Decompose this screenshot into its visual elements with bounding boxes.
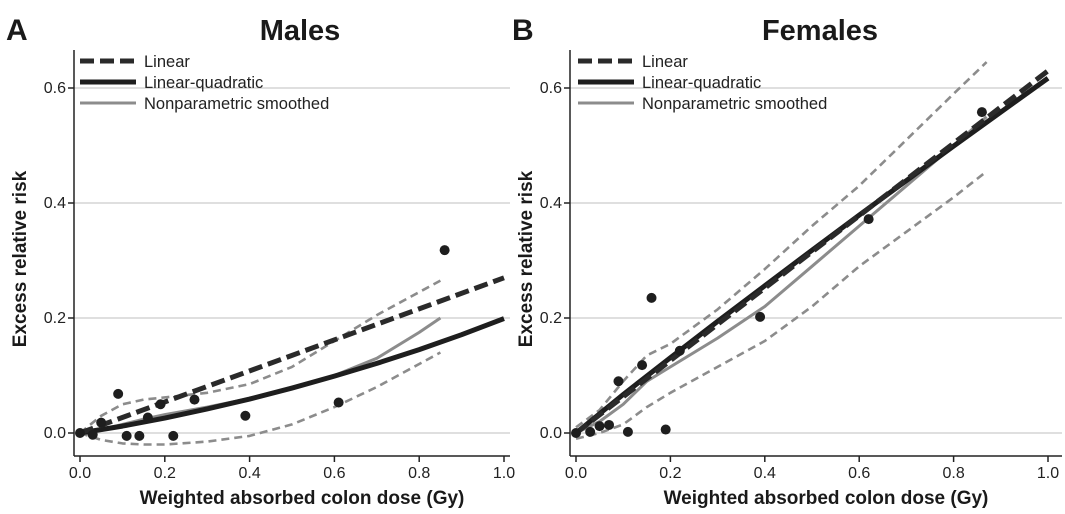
x-tick-label: 1.0 [493,465,515,482]
legend-label: Linear-quadratic [144,74,263,92]
data-point [134,430,145,441]
data-point [674,345,685,356]
confidence-band-line [575,61,988,429]
x-tick-label: 0.0 [565,465,587,482]
x-tick-label: 0.2 [154,465,176,482]
data-point [189,394,200,405]
data-point [87,429,98,440]
data-point [333,397,344,408]
data-point [622,426,633,437]
data-point [142,412,153,423]
x-axis-title: Weighted absorbed colon dose (Gy) [664,488,989,509]
x-tick-label: 1.0 [1037,465,1059,482]
x-tick-label: 0.8 [942,465,964,482]
y-axis-title: Excess relative risk [516,170,537,347]
linear-fit-line [79,275,505,436]
y-tick-label: 0.0 [44,425,66,442]
data-point [976,107,987,118]
data-point [646,292,657,303]
x-tick-label: 0.2 [659,465,681,482]
x-tick-label: 0.6 [323,465,345,482]
x-tick-label: 0.6 [848,465,870,482]
data-point [155,399,166,410]
data-point [168,430,179,441]
y-tick-label: 0.2 [44,310,66,327]
x-tick-label: 0.8 [408,465,430,482]
smoothed-line [79,316,442,435]
data-point [240,410,251,421]
y-axis-title: Excess relative risk [10,170,31,347]
data-point [637,360,648,371]
confidence-band-line [79,279,442,435]
panel-males: A Males 0.0 0.2 0.4 0.6 0.0 0.2 0.4 0.6 0.8 1.0 Weig… [6,14,515,509]
data-point [594,421,605,432]
legend-label: Linear-quadratic [642,74,761,92]
legend-label: Linear [144,53,190,71]
x-axis-title: Weighted absorbed colon dose (Gy) [140,488,465,509]
data-point [439,245,450,256]
data-point [755,311,766,322]
y-tick-label: 0.0 [540,425,562,442]
data-point [604,419,615,430]
data-point [585,426,596,437]
data-point [613,376,624,387]
confidence-band-line [575,170,988,441]
y-tick-label: 0.4 [44,195,66,212]
panel-title: Males [260,15,341,47]
confidence-band-line [79,351,442,446]
panel-females: B Females 0.0 0.2 0.4 0.6 0.0 0.2 0.4 0.6 0.8 1.0 We… [512,14,1062,509]
panel-title: Females [762,15,878,47]
data-point [121,430,132,441]
y-tick-label: 0.2 [540,310,562,327]
data-point [75,428,85,438]
legend-label: Linear [642,53,688,71]
y-tick-label: 0.4 [540,195,562,212]
panel-letter: A [6,14,28,47]
legend-label: Nonparametric smoothed [642,95,827,113]
data-point [96,417,107,428]
smoothed-line [575,115,988,435]
y-tick-label: 0.6 [44,80,66,97]
legend-label: Nonparametric smoothed [144,95,329,113]
x-tick-label: 0.4 [754,465,776,482]
x-tick-label: 0.0 [69,465,91,482]
y-tick-label: 0.6 [540,80,562,97]
x-tick-label: 0.4 [238,465,260,482]
data-point [660,424,671,435]
data-point [113,388,124,399]
data-point [571,428,581,438]
panel-letter: B [512,14,534,47]
data-point [863,214,874,225]
